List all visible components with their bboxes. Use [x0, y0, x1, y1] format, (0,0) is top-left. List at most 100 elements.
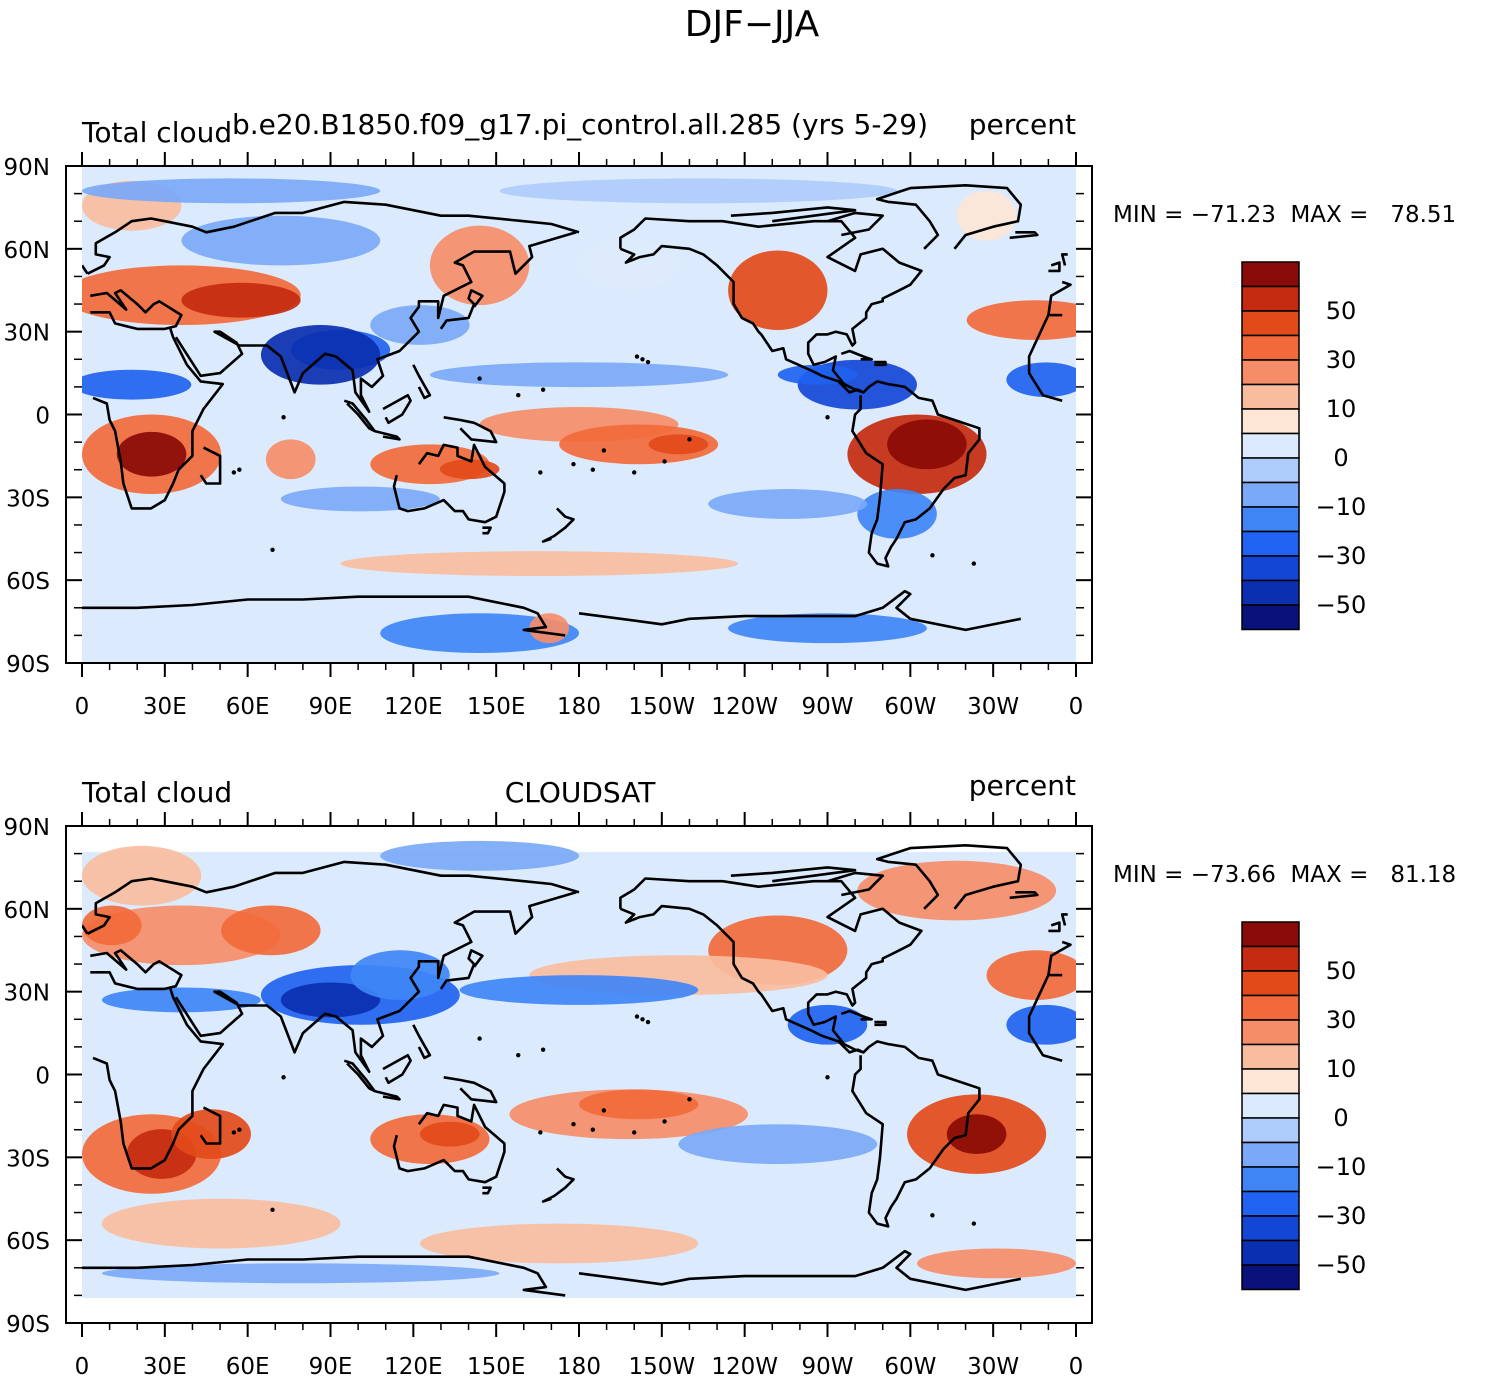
anomaly-region	[116, 431, 187, 477]
colorbar-swatch	[1241, 1190, 1300, 1217]
island	[538, 1130, 543, 1135]
coastline	[439, 948, 484, 990]
center-label: b.e20.B1850.f09_g17.pi_control.all.285 (…	[232, 108, 928, 141]
island	[634, 1014, 640, 1019]
x-tick-label: 180	[557, 1354, 601, 1379]
y-tick-label: 90S	[6, 652, 50, 678]
stats-text: MIN = −73.66 MAX = 81.18	[1113, 862, 1456, 888]
x-tick-label: 150E	[467, 1354, 525, 1379]
coastline	[874, 1020, 887, 1027]
colorbar-swatch	[1241, 506, 1300, 533]
coastline	[174, 891, 577, 1073]
coastline	[412, 1024, 432, 1060]
island	[930, 553, 935, 558]
colorbar-swatch	[1241, 1043, 1300, 1070]
coastline	[541, 1167, 575, 1203]
island	[645, 359, 651, 365]
y-tick-label: 60S	[6, 1229, 50, 1255]
coastline	[1048, 261, 1061, 273]
center-label: CLOUDSAT	[505, 776, 657, 809]
main-title: DJF−JJA	[685, 4, 820, 45]
x-tick-label: 60E	[226, 1354, 270, 1379]
coastline	[92, 988, 225, 1170]
colorbar-swatch	[1241, 579, 1300, 606]
coastline	[382, 393, 412, 425]
anomaly-region	[380, 613, 579, 654]
anomaly-region	[728, 613, 927, 644]
y-tick-label: 90N	[4, 155, 50, 181]
island	[645, 1019, 651, 1025]
colorbar-swatch	[1241, 1166, 1300, 1193]
coastline	[1009, 890, 1039, 900]
coastline	[92, 328, 225, 510]
y-tick-label: 30N	[4, 321, 50, 347]
island	[516, 392, 521, 398]
x-tick-label: 30W	[967, 694, 1019, 720]
cloud-difference-field	[82, 840, 1076, 1284]
y-tick-label: 60S	[6, 569, 50, 595]
colorbar-swatch	[1241, 359, 1300, 386]
coastline	[578, 589, 1022, 632]
coastline	[82, 264, 89, 275]
colorbar-label: 50	[1326, 957, 1357, 985]
anomaly-region	[82, 905, 142, 946]
colorbar: 50 30 10 0 −10 −30 −50	[1241, 921, 1367, 1291]
coastline	[827, 211, 885, 237]
colorbar-swatch	[1241, 408, 1300, 435]
coastline	[82, 595, 566, 637]
anomaly-region	[459, 975, 699, 1005]
coastline	[1048, 921, 1061, 933]
coastlines	[82, 184, 1072, 637]
island	[281, 1075, 286, 1080]
anomaly-region	[708, 489, 868, 519]
x-tick-label: 30E	[143, 694, 187, 720]
coastline	[730, 206, 857, 223]
coastline	[199, 1106, 222, 1145]
anomaly-region	[579, 1089, 699, 1120]
colorbar-label: 30	[1326, 346, 1357, 374]
colorbar-swatch	[1241, 1117, 1300, 1144]
island	[590, 467, 596, 472]
coastline	[382, 1053, 412, 1085]
x-tick-label: 60W	[884, 694, 936, 720]
colorbar-label: −50	[1316, 1251, 1367, 1279]
right-label: percent	[969, 108, 1076, 141]
anomaly-region	[678, 1124, 878, 1164]
coastline	[199, 446, 222, 485]
coastline	[851, 1040, 981, 1228]
stats-text: MIN = −71.23 MAX = 78.51	[1113, 202, 1456, 228]
anomaly-region	[101, 1198, 341, 1249]
colorbar-swatch	[1241, 1068, 1300, 1095]
anomaly-region	[439, 459, 500, 480]
island	[825, 415, 830, 420]
anomaly-region	[429, 225, 530, 306]
anomaly-region	[916, 1248, 1076, 1279]
coastline	[541, 507, 575, 543]
colorbar-swatch	[1241, 457, 1300, 484]
island	[237, 467, 242, 472]
coastline	[619, 877, 923, 1054]
x-tick-label: 60E	[226, 694, 270, 720]
x-tick-label: 30W	[967, 1354, 1019, 1379]
anomaly-region	[1006, 362, 1076, 398]
island	[571, 1122, 576, 1127]
x-tick-label: 0	[1069, 1354, 1084, 1379]
colorbar-swatch	[1241, 334, 1300, 361]
x-tick-label: 90W	[801, 694, 853, 720]
coastline	[392, 1103, 506, 1184]
colorbar-label: 10	[1326, 395, 1357, 423]
anomaly-region	[857, 489, 937, 539]
colorbar-label: −30	[1316, 1202, 1367, 1230]
colorbar-label: −10	[1316, 1153, 1367, 1181]
anomaly-region	[82, 178, 381, 204]
y-tick-label: 60N	[4, 238, 50, 264]
y-tick-label: 90S	[6, 1312, 50, 1338]
coastline	[875, 184, 1023, 250]
island	[270, 1207, 275, 1212]
island	[601, 1108, 607, 1113]
anomaly-region	[265, 439, 316, 480]
anomaly-region	[101, 987, 261, 1013]
island	[281, 415, 286, 420]
x-tick-label: 120W	[711, 1354, 778, 1379]
